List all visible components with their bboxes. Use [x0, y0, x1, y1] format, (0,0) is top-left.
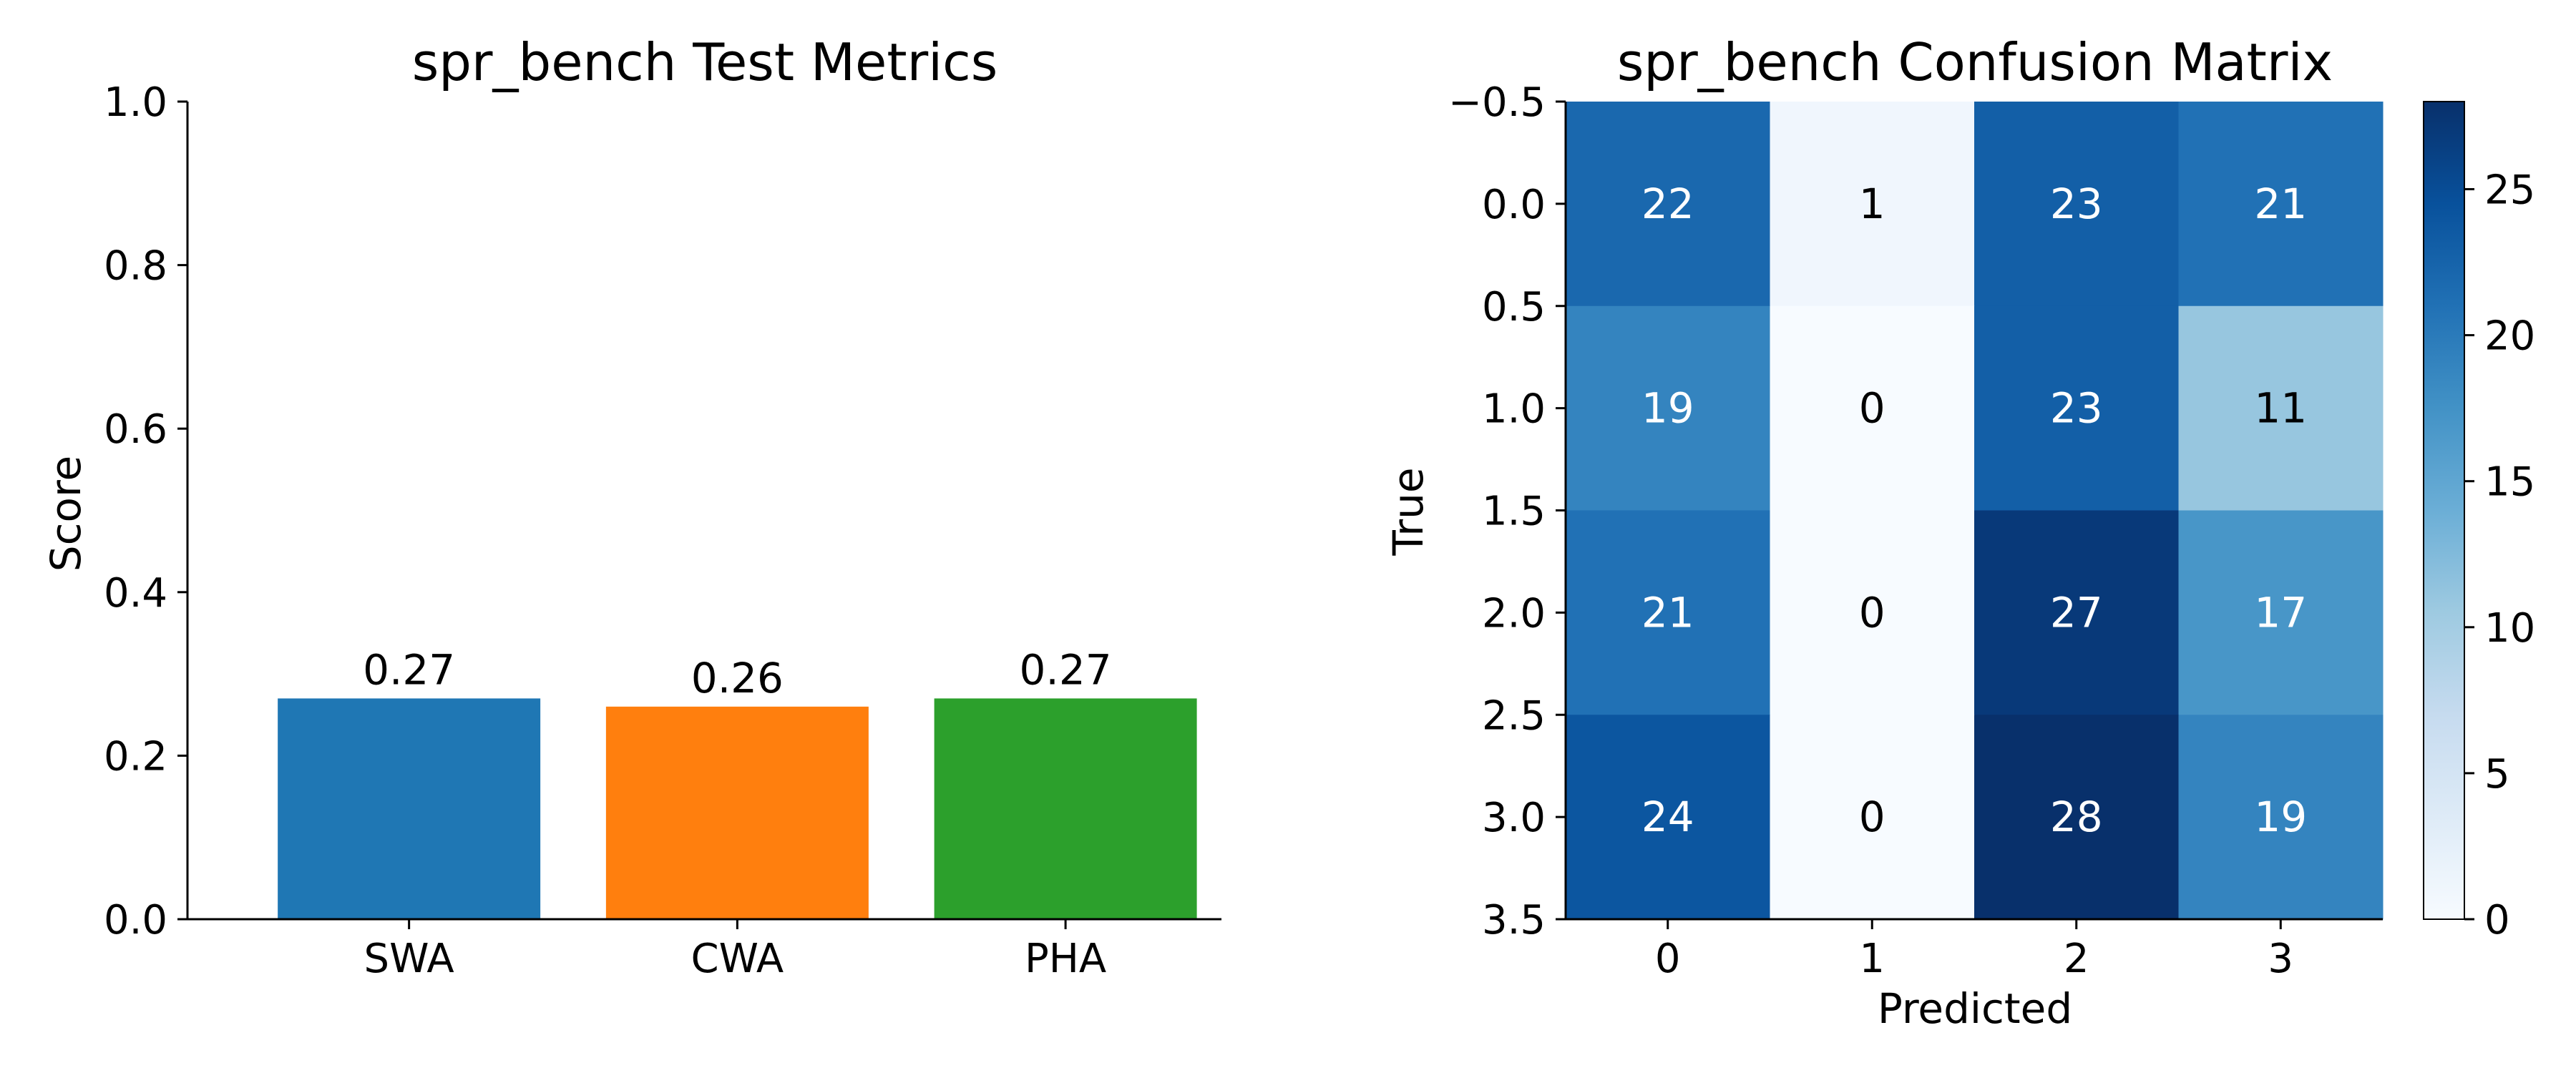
- heatmap-cell: [1770, 510, 1975, 715]
- heatmap-cell: [2178, 715, 2384, 920]
- confusion-matrix-ylabel: True: [1384, 467, 1433, 556]
- heatmap-cell: [1974, 510, 2179, 715]
- heatmap-cell: [1770, 305, 1975, 511]
- heatmap-cell: [1566, 510, 1770, 715]
- bar-chart-yticks: 0.0 0.2 0.4 0.6 0.8 1.0: [104, 79, 187, 944]
- heatmap-ytick-label: 0.0: [1482, 182, 1546, 228]
- heatmap-cell: [1566, 715, 1770, 920]
- colorbar-tick-label: 25: [2484, 167, 2535, 213]
- bar-swa: [278, 698, 541, 919]
- bar-chart-xtick-label: CWA: [691, 936, 784, 982]
- heatmap-cell-value: 21: [2254, 180, 2307, 228]
- bar-chart-ytick-label: 0.6: [104, 406, 167, 453]
- heatmap-cell: [2178, 305, 2384, 511]
- bar-chart-xtick-label: SWA: [364, 936, 454, 982]
- bar-chart-ytick-label: 0.0: [104, 897, 167, 944]
- bar-chart-ytick-label: 0.4: [104, 570, 167, 617]
- confusion-matrix-cells: 22 1 23 21 19 0 23 11 21 0 27 17 24 0 28 19: [1564, 102, 2384, 921]
- heatmap-xtick-label: 1: [1859, 936, 1885, 982]
- heatmap-cell: [1974, 305, 2179, 511]
- heatmap-cell-value: 28: [2050, 793, 2103, 841]
- confusion-matrix-title: spr_bench Confusion Matrix: [1617, 32, 2333, 92]
- bar-cwa: [605, 706, 869, 919]
- heatmap-cell: [2178, 102, 2384, 307]
- bar-chart: spr_bench Test Metrics Score 0.00.20.40.…: [42, 32, 1221, 982]
- heatmap-cell: [1566, 305, 1770, 511]
- heatmap-ytick-label: −0.5: [1448, 79, 1546, 126]
- colorbar-tick-label: 20: [2484, 313, 2535, 360]
- bar-chart-ytick-label: 1.0: [104, 79, 167, 126]
- confusion-matrix-xlabel: Predicted: [1878, 984, 2072, 1033]
- colorbar-tick-label: 15: [2484, 459, 2535, 506]
- heatmap-cell-value: 23: [2050, 384, 2103, 433]
- heatmap-ytick-label: 0.5: [1482, 284, 1546, 330]
- bar-chart-ytick-label: 0.2: [104, 733, 167, 780]
- bar-chart-ytick-label: 0.8: [104, 243, 167, 290]
- colorbar-ticks: 0 5 10 15 20 25: [2464, 167, 2535, 944]
- colorbar-tick-label: 5: [2484, 751, 2510, 798]
- heatmap-cell-value: 0: [1859, 384, 1885, 433]
- bar-chart-xticks: SWA CWA PHA: [364, 919, 1106, 982]
- confusion-matrix-xticks: 0 1 2 3: [1655, 919, 2293, 982]
- heatmap-cell-value: 19: [1641, 384, 1694, 433]
- heatmap-xtick-label: 0: [1655, 936, 1681, 982]
- heatmap-cell: [2178, 510, 2384, 715]
- bar-value-label: 0.26: [691, 654, 784, 702]
- heatmap-cell-value: 23: [2050, 180, 2103, 228]
- heatmap-cell: [1770, 102, 1975, 307]
- bar-value-label: 0.27: [1020, 645, 1112, 694]
- heatmap-xtick-label: 3: [2268, 936, 2293, 982]
- heatmap-xtick-label: 2: [2064, 936, 2089, 982]
- bar-chart-ylabel: Score: [42, 456, 90, 572]
- bar-value-label: 0.27: [363, 645, 455, 694]
- colorbar-tick-label: 0: [2484, 897, 2510, 944]
- heatmap-cell-value: 27: [2050, 588, 2103, 637]
- bar-chart-xtick-label: PHA: [1025, 936, 1106, 982]
- heatmap-cell: [1974, 715, 2179, 920]
- confusion-matrix-yticks: −0.5 0.0 0.5 1.0 1.5 2.0 2.5 3.0 3.5: [1448, 79, 1566, 944]
- heatmap-cell: [1974, 102, 2179, 307]
- heatmap-ytick-label: 2.5: [1482, 692, 1546, 739]
- heatmap-cell: [1770, 715, 1975, 920]
- colorbar: [2423, 101, 2465, 920]
- heatmap-cell-value: 24: [1641, 793, 1694, 841]
- heatmap-ytick-label: 2.0: [1482, 590, 1546, 637]
- bar-chart-bars: 0.27 0.26 0.27: [278, 645, 1197, 919]
- heatmap-cell-value: 19: [2254, 793, 2307, 841]
- heatmap-cell-value: 11: [2254, 384, 2307, 433]
- heatmap-cell-value: 22: [1641, 180, 1694, 228]
- heatmap-cell-value: 0: [1859, 588, 1885, 637]
- heatmap-cell-value: 0: [1859, 793, 1885, 841]
- bar-chart-title: spr_bench Test Metrics: [412, 32, 998, 92]
- heatmap-cell-value: 21: [1641, 588, 1694, 637]
- bar-pha: [934, 698, 1197, 919]
- colorbar-tick-label: 10: [2484, 605, 2535, 652]
- heatmap-cell-value: 17: [2254, 588, 2307, 637]
- heatmap-ytick-label: 3.5: [1482, 897, 1546, 944]
- heatmap-ytick-label: 1.5: [1482, 489, 1546, 535]
- heatmap-cell: [1566, 102, 1770, 307]
- heatmap-ytick-label: 1.0: [1482, 386, 1546, 433]
- heatmap-ytick-label: 3.0: [1482, 795, 1546, 841]
- heatmap-cell-value: 1: [1859, 180, 1885, 228]
